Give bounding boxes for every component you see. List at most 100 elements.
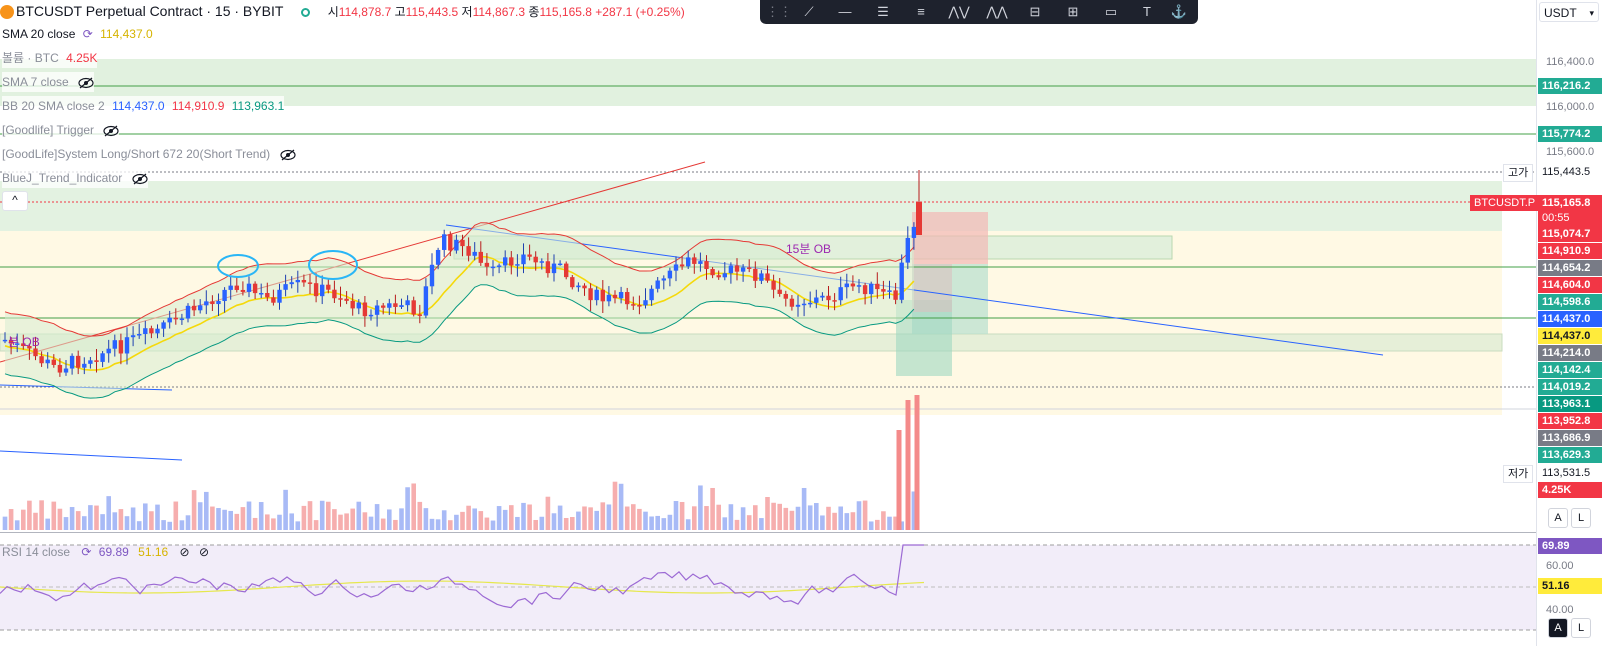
candle-body xyxy=(368,314,374,317)
text-icon[interactable]: T xyxy=(1143,4,1151,19)
volume-bar xyxy=(896,430,902,530)
candle-body xyxy=(137,333,142,336)
indicator-sma20[interactable]: SMA 20 close ⟳ 114,437.0 xyxy=(2,24,153,44)
indicator-sma7[interactable]: SMA 7 close xyxy=(2,72,95,92)
hidden-eye-icon[interactable] xyxy=(279,149,296,161)
volume-bar xyxy=(631,504,636,530)
volume-bar xyxy=(759,518,764,530)
volume-bar xyxy=(179,520,185,530)
volume-bar xyxy=(734,519,740,530)
candle-body xyxy=(771,280,776,290)
volume-bar xyxy=(643,511,648,530)
high-value: 115,443.5 xyxy=(405,5,459,19)
candle-body xyxy=(124,337,130,354)
volume-bar xyxy=(222,509,227,530)
volume-bar xyxy=(228,510,233,530)
price-tag: 115,074.7 xyxy=(1538,226,1602,242)
candle-body xyxy=(307,282,313,284)
candle-body xyxy=(161,322,166,329)
volume-bar xyxy=(728,504,734,530)
indicator-longshort[interactable]: [GoodLife]System Long/Short 672 20(Short… xyxy=(2,144,296,164)
candle-body xyxy=(801,303,807,306)
horizontal-line-icon[interactable]: — xyxy=(838,4,852,19)
hidden-eye-icon[interactable] xyxy=(103,125,119,137)
low-side-label: 저가 xyxy=(1503,465,1534,483)
volume-bar xyxy=(679,501,685,530)
candle-body xyxy=(289,282,294,285)
volume-bar xyxy=(582,506,587,530)
parallel-channel-icon[interactable]: ☰ xyxy=(877,4,889,19)
bb-basis-value: 114,437.0 xyxy=(112,99,165,113)
collapse-legend-button[interactable]: ^ xyxy=(2,191,28,211)
pattern-icon[interactable]: ⋀⋁ xyxy=(948,4,970,19)
volume-bar xyxy=(887,516,892,530)
volume-bar xyxy=(252,517,258,530)
volume-bar xyxy=(161,520,166,530)
volume-bar xyxy=(307,501,313,530)
currency-select[interactable]: USDT ▾ xyxy=(1539,2,1599,22)
rsi-log-scale-button[interactable]: L xyxy=(1571,618,1591,638)
volume-tag: 4.25K xyxy=(1538,482,1602,498)
volume-bar xyxy=(527,504,532,530)
hidden-circle-icon[interactable]: ⊘ xyxy=(179,545,190,559)
volume-bar xyxy=(143,503,148,530)
drag-handle-icon[interactable]: ⋮⋮ xyxy=(766,4,792,19)
volume-bar xyxy=(496,506,502,530)
price-tag: 115,774.2 xyxy=(1538,126,1602,142)
zigzag-icon[interactable]: ⋀⋀ xyxy=(986,4,1008,19)
candle-body xyxy=(466,246,471,256)
candle-body xyxy=(216,300,221,305)
hidden-eye-icon[interactable] xyxy=(132,173,148,185)
high-label: 고 xyxy=(394,5,406,19)
fib-icon[interactable]: ≡ xyxy=(917,4,925,19)
volume-bar xyxy=(435,519,441,530)
price-tag: 114,019.2 xyxy=(1538,379,1602,395)
refresh-icon[interactable]: ⟳ xyxy=(82,27,93,41)
trend-line-icon[interactable]: ⟋ xyxy=(804,4,814,19)
volume-bar xyxy=(673,501,679,530)
volume-bar xyxy=(124,516,130,530)
volume-bar xyxy=(856,501,862,530)
auto-scale-button[interactable]: A xyxy=(1548,508,1568,528)
trendline-blue xyxy=(445,224,1384,356)
candle-body xyxy=(393,303,398,307)
candle-body xyxy=(8,339,14,344)
candle-body xyxy=(869,283,874,295)
volume-bar xyxy=(795,506,801,530)
volume-bar xyxy=(149,511,154,530)
price-tag: 114,598.6 xyxy=(1538,294,1602,310)
anchor-icon[interactable]: ⚓ xyxy=(1170,4,1188,19)
volume-bar xyxy=(649,516,654,530)
candle-body xyxy=(100,353,105,362)
hidden-circle-icon[interactable]: ⊘ xyxy=(198,545,210,559)
symbol-title[interactable]: BTCUSDT Perpetual Contract · 15 · BYBIT xyxy=(16,3,284,19)
indicator-trigger[interactable]: [Goodlife] Trigger xyxy=(2,120,120,140)
candle-body xyxy=(887,290,892,292)
volume-bar xyxy=(710,487,715,530)
open-value: 114,878.7 xyxy=(338,5,392,19)
indicator-volume[interactable]: 볼륨 · BTC 4.25K xyxy=(2,48,98,68)
volume-bar xyxy=(722,517,728,530)
indicator-bb[interactable]: BB 20 SMA close 2 114,437.0 114,910.9 11… xyxy=(2,96,285,116)
regression-icon[interactable]: ⊞ xyxy=(1067,4,1079,19)
candle-body xyxy=(240,289,246,292)
rsi-auto-scale-button[interactable]: A xyxy=(1548,618,1568,638)
refresh-icon[interactable]: ⟳ xyxy=(81,545,92,559)
candle-body xyxy=(808,302,813,305)
close-label: 종 xyxy=(528,5,540,19)
volume-bar xyxy=(551,513,557,530)
overlap-box xyxy=(912,264,952,312)
volume-bar xyxy=(753,505,758,530)
hidden-eye-icon[interactable] xyxy=(78,77,94,89)
candle-body xyxy=(875,283,880,290)
range-icon[interactable]: ⊟ xyxy=(1029,4,1041,19)
volume-bar xyxy=(130,507,136,530)
volume-bar xyxy=(411,483,416,530)
candle-body xyxy=(667,270,673,279)
rsi-legend[interactable]: RSI 14 close ⟳ 69.89 51.16 ⊘ ⊘ xyxy=(2,542,209,562)
rectangle-icon[interactable]: ▭ xyxy=(1104,4,1118,19)
log-scale-button[interactable]: L xyxy=(1571,508,1591,528)
indicator-bluej[interactable]: BlueJ_Trend_Indicator xyxy=(2,168,148,188)
volume-bar xyxy=(69,507,75,530)
